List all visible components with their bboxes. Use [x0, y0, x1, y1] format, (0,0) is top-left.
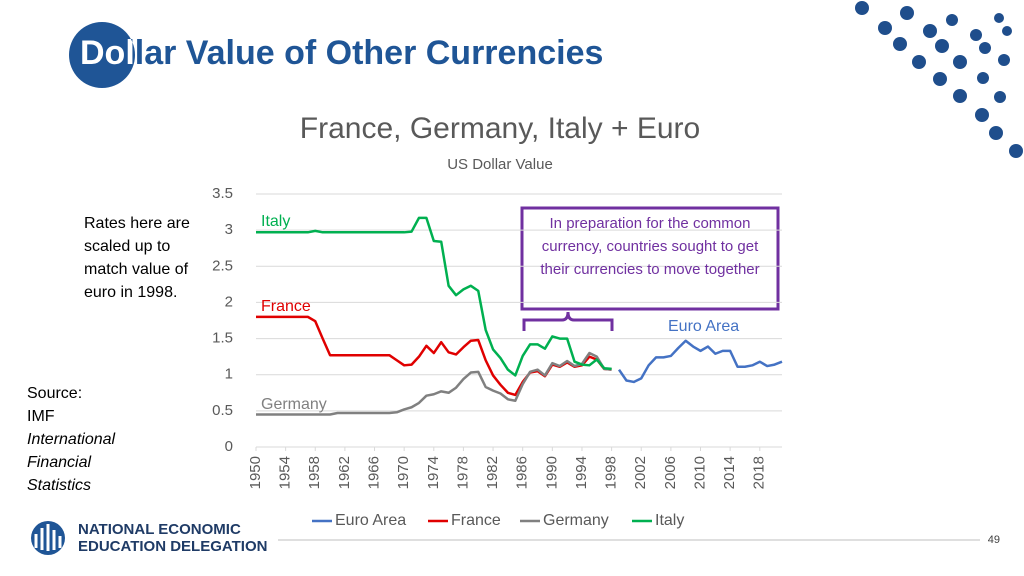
- series-line: [256, 216, 612, 377]
- legend-label: France: [451, 512, 501, 529]
- logo: [31, 521, 65, 555]
- x-tick-label: 1958: [306, 456, 323, 489]
- series-line: [617, 339, 783, 384]
- x-tick-label: 1998: [603, 456, 620, 489]
- title-badge: [69, 22, 135, 88]
- x-tick-label: 1986: [514, 456, 531, 489]
- x-tick-label: 1990: [543, 456, 560, 489]
- y-tick-label: 0.5: [212, 402, 233, 419]
- annotation-bracket: [522, 311, 614, 331]
- annotation-box: [520, 206, 780, 311]
- legend-label: Germany: [543, 512, 609, 529]
- x-tick-label: 1994: [573, 456, 590, 489]
- x-tick-label: 1970: [395, 456, 412, 489]
- x-tick-label: 1950: [247, 456, 264, 489]
- y-tick-label: 2.5: [212, 257, 233, 274]
- series-label: Euro Area: [668, 318, 739, 335]
- x-tick-label: 2014: [721, 456, 738, 489]
- decor-dots: [855, 1, 1023, 158]
- y-tick-label: 2: [225, 293, 233, 310]
- x-tick-label: 1966: [366, 456, 383, 489]
- source-publisher: IMF: [27, 408, 55, 425]
- source-label: Source:: [27, 385, 83, 402]
- source-publication: International Financial Statistics: [27, 431, 116, 494]
- note: Rates here are scaled up to match value …: [84, 215, 190, 301]
- y-tick-label: 0: [225, 438, 233, 455]
- series-line: [256, 315, 612, 397]
- series-line: [256, 351, 612, 416]
- x-tick-label: 1974: [425, 456, 442, 489]
- x-tick-label: 2018: [751, 456, 768, 489]
- y-tick-label: 3: [225, 221, 233, 238]
- x-tick-label: 1978: [454, 456, 471, 489]
- series-label: Italy: [261, 213, 290, 230]
- y-tick-label: 1: [225, 366, 233, 383]
- x-tick-label: 2010: [691, 456, 708, 489]
- annotation-text: In preparation for the common currency, …: [540, 215, 760, 278]
- series-label: Germany: [261, 396, 327, 413]
- x-tick-label: 1982: [484, 456, 501, 489]
- slide-title: Dollar Value of Other Currencies: [80, 34, 603, 72]
- chart-subtitle: US Dollar Value: [447, 156, 553, 173]
- page-number: 49: [988, 534, 1000, 546]
- x-tick-label: 1954: [277, 456, 294, 489]
- org-name: EDUCATION DELEGATION: [78, 538, 267, 555]
- org-name: NATIONAL ECONOMIC: [78, 521, 241, 538]
- series-label: France: [261, 298, 311, 315]
- legend-label: Euro Area: [335, 512, 406, 529]
- x-tick-label: 2006: [662, 456, 679, 489]
- x-tick-label: 2002: [632, 456, 649, 489]
- legend-label: Italy: [655, 512, 684, 529]
- slide-title-overlay: Dollar Value of Other Currencies: [80, 34, 603, 72]
- y-tick-label: 1.5: [212, 330, 233, 347]
- x-tick-label: 1962: [336, 456, 353, 489]
- chart-title: France, Germany, Italy + Euro: [300, 112, 700, 145]
- y-tick-label: 3.5: [212, 185, 233, 202]
